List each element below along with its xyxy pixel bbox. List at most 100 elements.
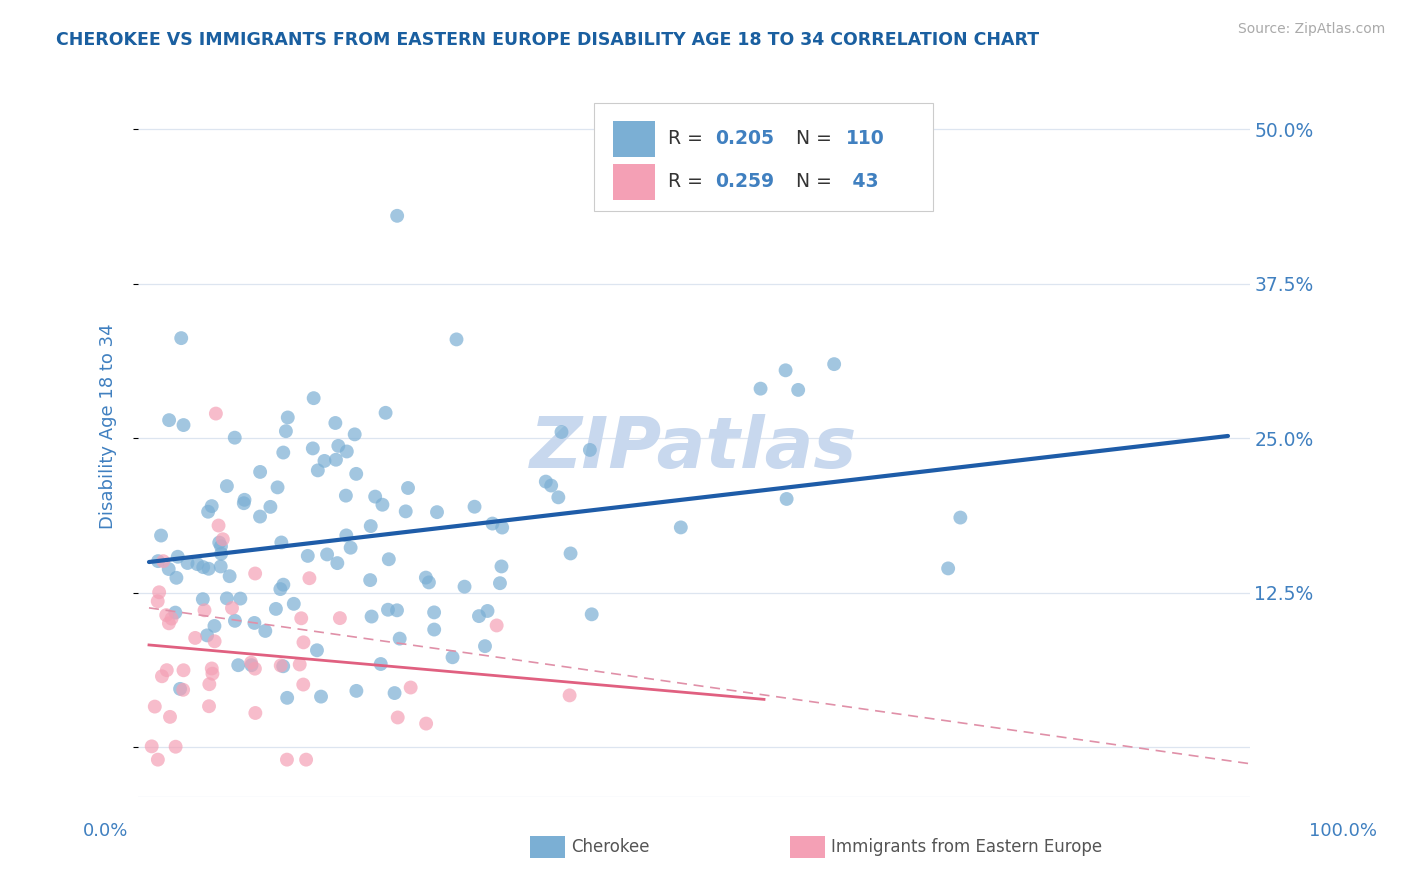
Point [290, 611, 312, 625]
Point [823, 357, 845, 371]
Point [446, 333, 468, 347]
Point [266, 480, 288, 494]
Point [204, 619, 226, 633]
Point [550, 425, 572, 439]
Point [271, 659, 294, 673]
Point [325, 452, 347, 467]
Point [276, 753, 298, 767]
Point [464, 500, 486, 514]
Point [165, 606, 187, 620]
Point [243, 566, 266, 581]
Point [157, 413, 180, 427]
Point [226, 658, 249, 673]
Point [166, 549, 188, 564]
Point [209, 559, 232, 574]
Point [378, 552, 401, 566]
Point [186, 557, 208, 571]
Point [423, 623, 446, 637]
Point [669, 520, 692, 534]
Point [204, 634, 226, 648]
Point [276, 690, 298, 705]
Point [169, 681, 191, 696]
Point [160, 611, 183, 625]
Point [335, 528, 357, 542]
Point [579, 442, 602, 457]
Point [172, 682, 194, 697]
Point [325, 416, 347, 430]
Point [540, 478, 562, 492]
Point [364, 490, 387, 504]
Text: ZIPatlas: ZIPatlas [530, 414, 858, 483]
Point [249, 509, 271, 524]
Point [344, 467, 367, 481]
Point [165, 739, 187, 754]
Text: Immigrants from Eastern Europe: Immigrants from Eastern Europe [831, 838, 1102, 855]
Point [581, 607, 603, 622]
Point [288, 657, 311, 672]
Point [360, 609, 382, 624]
Point [371, 498, 394, 512]
Point [388, 632, 411, 646]
Point [198, 677, 221, 691]
Point [156, 663, 179, 677]
Point [259, 500, 281, 514]
Point [399, 681, 422, 695]
Point [314, 454, 336, 468]
Point [328, 439, 350, 453]
Point [283, 597, 305, 611]
Point [269, 582, 291, 596]
Point [343, 427, 366, 442]
Text: 43: 43 [846, 172, 879, 192]
Point [370, 657, 392, 671]
Point [245, 706, 267, 720]
Point [292, 635, 315, 649]
Point [270, 658, 292, 673]
Text: N =: N = [796, 172, 838, 192]
Point [385, 603, 408, 617]
Point [215, 479, 238, 493]
Point [423, 606, 446, 620]
Point [184, 631, 207, 645]
Point [224, 614, 246, 628]
Point [485, 618, 508, 632]
Point [146, 554, 169, 568]
Point [240, 656, 263, 670]
Point [152, 554, 174, 568]
Point [195, 628, 218, 642]
Point [243, 662, 266, 676]
Point [197, 562, 219, 576]
Point [534, 475, 557, 489]
Text: R =: R = [668, 172, 709, 192]
Point [339, 541, 361, 555]
Point [558, 689, 581, 703]
Point [159, 710, 181, 724]
Point [491, 520, 513, 534]
Point [329, 611, 352, 625]
Point [201, 499, 224, 513]
Point [143, 699, 166, 714]
Point [148, 585, 170, 599]
Point [749, 382, 772, 396]
Text: Source: ZipAtlas.com: Source: ZipAtlas.com [1237, 22, 1385, 37]
Point [215, 591, 238, 606]
Point [208, 535, 231, 549]
Point [240, 658, 263, 673]
Point [233, 492, 256, 507]
Point [170, 331, 193, 345]
Point [224, 431, 246, 445]
Point [775, 363, 797, 377]
Point [157, 562, 180, 576]
Point [936, 561, 959, 575]
Point [218, 569, 240, 583]
Point [374, 406, 396, 420]
Point [173, 418, 195, 433]
Point [360, 519, 382, 533]
Point [146, 594, 169, 608]
Point [453, 580, 475, 594]
Point [249, 465, 271, 479]
Point [295, 753, 318, 767]
Point [335, 489, 357, 503]
Point [377, 603, 399, 617]
Point [775, 491, 797, 506]
Point [441, 650, 464, 665]
